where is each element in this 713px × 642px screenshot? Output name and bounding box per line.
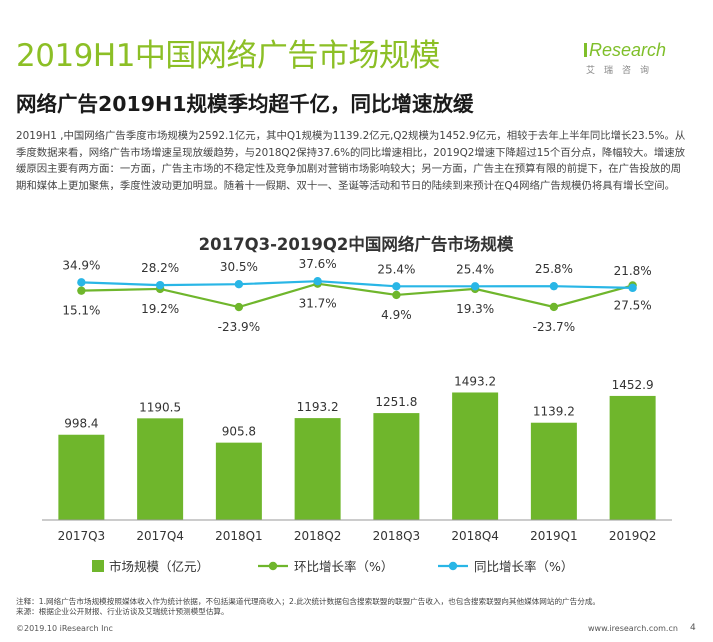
- legend-swatch-bar: [92, 560, 104, 572]
- bar-label-2017Q4: 1190.5: [139, 400, 181, 414]
- bar-label-2018Q4: 1493.2: [454, 374, 496, 388]
- bar-2018Q1: [215, 442, 262, 520]
- x-tick-label-2017Q4: 2017Q4: [136, 529, 184, 543]
- yoy-rate-point-2018Q2: [313, 277, 322, 286]
- yoy-rate-label-2018Q1: 30.5%: [220, 260, 258, 274]
- yoy-rate-point-2017Q4: [155, 280, 165, 290]
- website: www.iresearch.com.cn: [588, 624, 678, 633]
- yoy-rate-point-2018Q1: [234, 279, 244, 289]
- yoy-rate-label-2019Q2: 21.8%: [614, 264, 652, 278]
- page-number: 4: [690, 623, 696, 633]
- yoy-rate-point-2018Q4: [470, 282, 480, 291]
- x-tick-label-2018Q4: 2018Q4: [451, 529, 499, 543]
- legend-label-yoy-rate: 同比增长率（%）: [474, 559, 573, 574]
- mom-rate-label-2018Q1: -23.9%: [218, 320, 260, 334]
- x-tick-label-2018Q2: 2018Q2: [294, 529, 342, 543]
- bar-2018Q2: [294, 418, 341, 520]
- x-tick-label-2018Q3: 2018Q3: [373, 529, 421, 543]
- mom-rate-line: [81, 282, 633, 309]
- bar-label-2019Q1: 1139.2: [533, 405, 575, 419]
- yoy-rate-label-2017Q4: 28.2%: [141, 261, 179, 275]
- logo-brand: Research: [589, 40, 667, 60]
- yoy-rate-label-2018Q3: 25.4%: [377, 262, 415, 276]
- mom-rate-label-2018Q2: 31.7%: [299, 297, 337, 311]
- x-tick-label-2019Q1: 2019Q1: [530, 529, 578, 543]
- chart-legend: 市场规模（亿元） 环比增长率（%） 同比增长率（%）: [92, 559, 573, 574]
- legend-item-mom-rate: 环比增长率（%）: [258, 559, 393, 574]
- bar-2017Q4: [137, 418, 184, 520]
- legend-label-mom-rate: 环比增长率（%）: [294, 559, 393, 574]
- bar-label-2018Q1: 905.8: [222, 425, 256, 439]
- source-note: 来源：根据企业公开财报、行业访谈及艾瑞统计预测模型估算。: [16, 607, 229, 616]
- bar-2019Q1: [530, 422, 577, 520]
- copyright: ©2019.10 iResearch Inc: [16, 624, 113, 633]
- bar-2017Q3: [58, 434, 105, 520]
- yoy-rate-point-2019Q2: [628, 283, 637, 293]
- bar-2018Q3: [373, 413, 420, 520]
- mom-rate-label-2018Q3: 4.9%: [381, 308, 412, 322]
- yoy-rate-label-2017Q3: 34.9%: [62, 258, 100, 272]
- yoy-rate-label-2018Q4: 25.4%: [456, 262, 494, 276]
- yoy-rate-point-2017Q3: [77, 278, 86, 287]
- bar-label-2018Q3: 1251.8: [375, 395, 417, 409]
- lines-layer: [77, 277, 637, 312]
- summary-paragraph: 2019H1 ,中国网络广告季度市场规模为2592.1亿元，其中Q1规模为113…: [16, 130, 686, 192]
- mom-rate-label-2017Q3: 15.1%: [62, 304, 100, 318]
- bar-label-2018Q2: 1193.2: [297, 400, 339, 414]
- mom-rate-label-2019Q1: -23.7%: [533, 320, 575, 334]
- yoy-rate-point-2018Q3: [392, 282, 401, 291]
- bar-label-2017Q3: 998.4: [64, 417, 98, 431]
- bar-label-2019Q2: 1452.9: [612, 378, 654, 392]
- chart-title: 2017Q3-2019Q2中国网络广告市场规模: [199, 234, 514, 254]
- legend-marker-mom-rate: [268, 561, 278, 571]
- mom-rate-label-2019Q2: 27.5%: [614, 298, 652, 312]
- yoy-rate-point-2019Q1: [549, 281, 559, 291]
- iresearch-logo: Research 艾瑞咨询: [584, 40, 676, 88]
- market-size-chart: 2017Q3-2019Q2中国网络广告市场规模 998.4 1190.5 905.8…: [42, 234, 672, 574]
- logo-i-icon: [584, 43, 587, 57]
- x-tick-label-2017Q3: 2017Q3: [58, 529, 106, 543]
- labels-layer: 998.4 1190.5 905.8 1193.2 1251.8 1493.2 1139.2…: [62, 257, 653, 438]
- x-tick-label-2019Q2: 2019Q2: [609, 529, 657, 543]
- page-title: 2019H1中国网络广告市场规模: [16, 38, 440, 74]
- mom-rate-label-2017Q4: 19.2%: [141, 302, 179, 316]
- mom-rate-point-2018Q3: [392, 290, 401, 300]
- footnote: 注释：1.网络广告市场规模按照媒体收入作为统计依据，不包括渠道代理商收入；2.此…: [16, 597, 601, 606]
- page-subtitle: 网络广告2019H1规模季均超千亿，同比增速放缓: [16, 92, 474, 116]
- yoy-rate-label-2018Q2: 37.6%: [299, 257, 337, 271]
- yoy-rate-label-2019Q1: 25.8%: [535, 262, 573, 276]
- mom-rate-point-2019Q1: [549, 302, 559, 312]
- bar-2019Q2: [609, 395, 656, 520]
- legend-item-yoy-rate: 同比增长率（%）: [438, 559, 573, 574]
- legend-marker-yoy-rate: [448, 561, 458, 571]
- bar-2018Q4: [452, 392, 499, 520]
- mom-rate-point-2018Q1: [234, 302, 244, 312]
- x-tick-label-2018Q1: 2018Q1: [215, 529, 263, 543]
- legend-item-bar: 市场规模（亿元）: [92, 559, 209, 574]
- logo-cn-text: 艾瑞咨询: [586, 66, 659, 76]
- legend-label-bar: 市场规模（亿元）: [109, 559, 209, 574]
- bars-layer: [58, 392, 656, 520]
- mom-rate-label-2018Q4: 19.3%: [456, 302, 494, 316]
- mom-rate-point-2017Q3: [77, 286, 86, 295]
- yoy-rate-line: [81, 280, 633, 289]
- x-axis: 2017Q3 2017Q4 2018Q1 2018Q2 2018Q3 2018Q4 2019…: [42, 519, 672, 543]
